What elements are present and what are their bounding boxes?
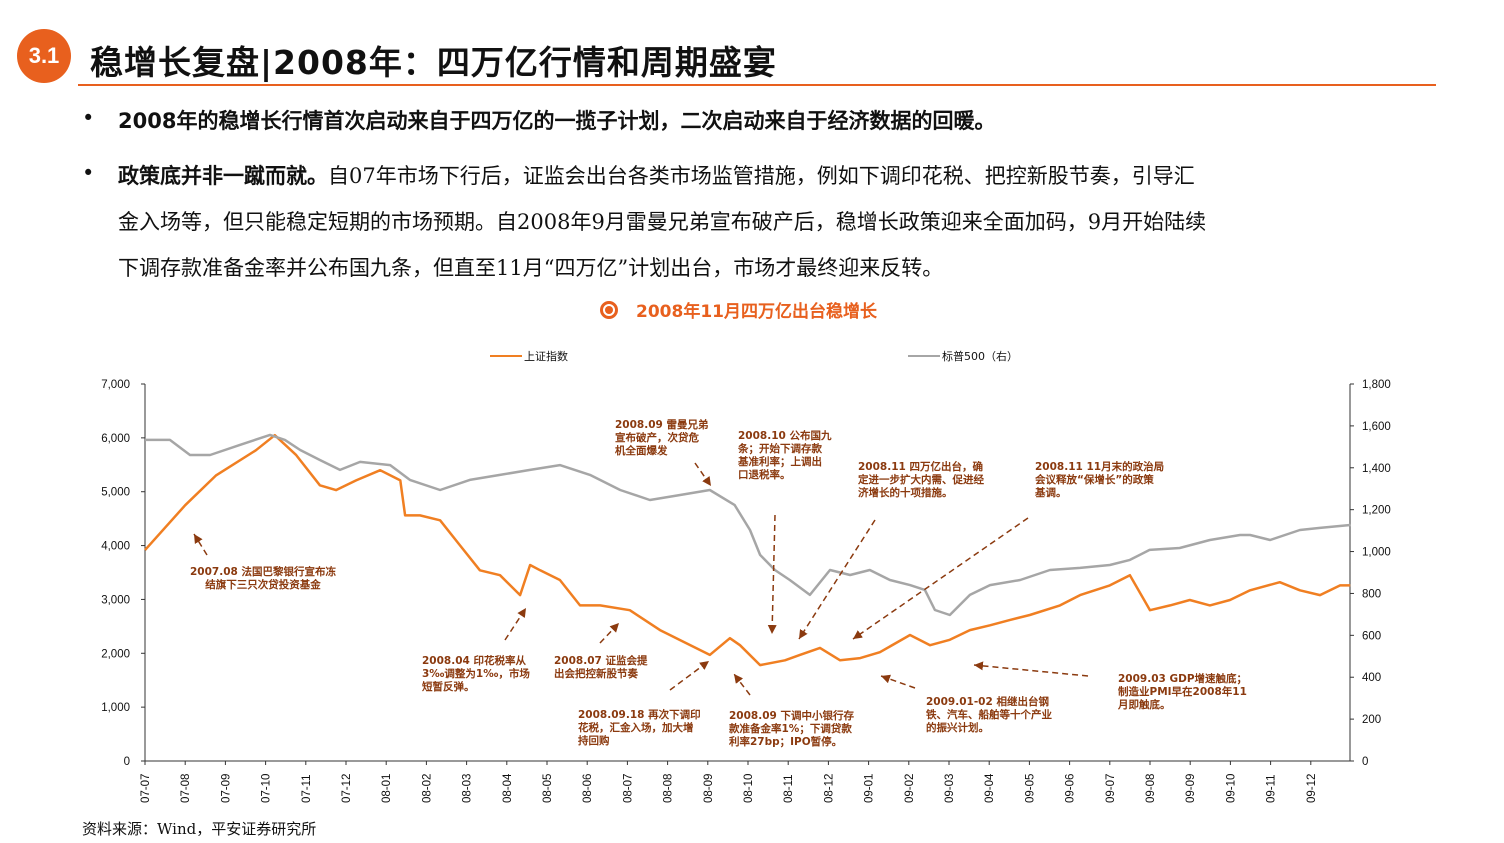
annotation-2008-10: 2008.10 公布国九 条；开始下调存款 基准利率；上调出 口退税率。 — [738, 430, 832, 481]
annotation-arrow — [767, 514, 777, 635]
x-tick-label: 09-09 — [1185, 774, 1197, 803]
figure-title-text: 2008年11月四万亿出台稳增长 — [636, 302, 877, 322]
page-title: 稳增长复盘|2008年：四万亿行情和周期盛宴 — [90, 43, 777, 82]
annotation-2008-09-rates: 2008.09 下调中小银行存 款准备金率1%；下调贷款 利率27bp；IPO暂… — [729, 710, 854, 748]
annotation-arrow — [669, 660, 710, 691]
x-tick-label: 09-11 — [1266, 774, 1278, 803]
x-tick-label: 09-10 — [1225, 774, 1237, 803]
annotation-2008-09-lehman: 2008.09 雷曼兄弟 宣布破产，次贷危 机全面爆发 — [615, 419, 709, 457]
target-icon — [600, 300, 618, 319]
x-tick-label: 08-01 — [381, 774, 393, 803]
x-tick-label: 08-08 — [663, 774, 675, 803]
x-tick-label: 08-05 — [542, 774, 554, 803]
annotation-arrow — [733, 673, 751, 696]
annotation-2008-07: 2008.07 证监会提 出会把控新股节奏 — [554, 655, 648, 680]
y-left-tick-label: 7,000 — [101, 379, 130, 391]
x-tick-label: 07-07 — [140, 774, 152, 803]
y-right-tick-label: 400 — [1362, 672, 1381, 684]
x-tick-label: 09-02 — [904, 774, 916, 803]
bullet-text-2: 政策底并非一蹴而就。自07年市场下行后，证监会出台各类市场监管措施，例如下调印花… — [118, 153, 1195, 199]
legend-label: 标普500（右） — [942, 350, 1018, 363]
y-left-tick-label: 1,000 — [101, 702, 130, 714]
bullet-text-1: 2008年的稳增长行情首次启动来自于四万亿的一揽子计划，二次启动来自于经济数据的… — [118, 109, 996, 133]
y-right-tick-label: 1,200 — [1362, 505, 1391, 517]
x-tick-label: 08-02 — [421, 774, 433, 803]
x-tick-label: 08-06 — [582, 774, 594, 803]
x-tick-label: 07-12 — [341, 774, 353, 803]
x-tick-label: 09-01 — [864, 774, 876, 803]
bullet-line: 金入场等，但只能稳定短期的市场预期。自2008年9月雷曼兄弟宣布破产后，稳增长政… — [118, 210, 1207, 234]
bullet-lead: 政策底并非一蹴而就。 — [118, 164, 328, 188]
y-right-tick-label: 1,800 — [1362, 379, 1391, 391]
legend-label: 上证指数 — [524, 350, 568, 363]
bullet-line: 下调存款准备金率并公布国九条，但直至11月“四万亿”计划出台，市场才最终迎来反转… — [118, 256, 944, 280]
x-tick-label: 07-09 — [220, 774, 232, 803]
bullet-line: 自07年市场下行后，证监会出台各类市场监管措施，例如下调印花税、把控新股节奏，引… — [328, 164, 1195, 188]
annotation-2008-04: 2008.04 印花税率从 3‰调整为1‰，市场 短暂反弹。 — [422, 655, 530, 693]
y-right-tick-label: 800 — [1362, 588, 1381, 600]
bullet-marker: • — [82, 106, 95, 130]
y-left-tick-label: 0 — [124, 756, 130, 768]
x-tick-label: 09-06 — [1065, 774, 1077, 803]
y-left-tick-label: 6,000 — [101, 433, 130, 445]
title-divider — [78, 84, 1436, 86]
annotation-2008-09-18: 2008.09.18 再次下调印 花税，汇金入场，加大增 持回购 — [578, 709, 701, 747]
x-tick-label: 08-04 — [502, 773, 514, 803]
x-tick-label: 09-07 — [1105, 774, 1117, 803]
annotation-2008-11-stimulus: 2008.11 四万亿出台，确 定进一步扩大内需、促进经 济增长的十项措施。 — [858, 461, 984, 499]
annotation-arrow — [599, 622, 620, 644]
series-line-sp500 — [145, 433, 1351, 617]
x-tick-label: 09-04 — [984, 773, 996, 803]
y-left-tick-label: 3,000 — [101, 594, 130, 606]
annotation-2008-11-politburo: 2008.11 11月末的政治局 会议释放“保增长”的政策 基调。 — [1035, 461, 1165, 499]
x-tick-label: 08-07 — [622, 774, 634, 803]
x-tick-label: 09-05 — [1024, 774, 1036, 803]
y-right-tick-label: 600 — [1362, 630, 1381, 642]
annotation-2009-01: 2009.01-02 相继出台钢 铁、汽车、船舶等十个产业 的振兴计划。 — [926, 696, 1052, 734]
y-left-tick-label: 2,000 — [101, 648, 130, 660]
x-tick-label: 08-12 — [823, 774, 835, 803]
x-tick-label: 09-03 — [944, 774, 956, 803]
section-badge: 3.1 — [17, 29, 71, 83]
y-right-tick-label: 0 — [1362, 756, 1368, 768]
bullet-marker: • — [82, 161, 95, 185]
annotation-arrow — [852, 517, 1029, 640]
x-tick-label: 08-11 — [783, 774, 795, 803]
x-tick-label: 07-11 — [301, 774, 313, 803]
x-tick-label: 07-08 — [180, 774, 192, 803]
series-line-sse — [144, 433, 1351, 667]
source-note: 资料来源：Wind，平安证券研究所 — [82, 820, 317, 838]
x-tick-label: 08-10 — [743, 774, 755, 803]
annotation-2009-03: 2009.03 GDP增速触底； 制造业PMI早在2008年11 月即触底。 — [1118, 673, 1248, 711]
annotation-2007-08: 2007.08 法国巴黎银行宣布冻 结旗下三只次贷投资基金 — [190, 566, 336, 591]
y-right-tick-label: 1,600 — [1362, 421, 1391, 433]
x-tick-label: 08-03 — [462, 774, 474, 803]
legend-item-sse: 上证指数 — [490, 348, 568, 364]
annotation-arrow — [880, 674, 916, 689]
x-tick-label: 09-08 — [1145, 774, 1157, 803]
annotation-arrow — [798, 519, 876, 640]
legend-item-sp500: 标普500（右） — [908, 348, 1018, 364]
y-right-tick-label: 200 — [1362, 714, 1381, 726]
annotation-arrow — [193, 533, 208, 556]
y-right-tick-label: 1,400 — [1362, 463, 1391, 475]
x-tick-label: 08-09 — [703, 774, 715, 803]
annotation-arrow — [973, 661, 1089, 677]
y-left-tick-label: 4,000 — [101, 541, 130, 553]
annotation-arrow — [694, 462, 712, 487]
x-tick-label: 09-12 — [1306, 774, 1318, 803]
x-tick-label: 07-10 — [261, 774, 273, 803]
y-left-tick-label: 5,000 — [101, 487, 130, 499]
annotation-arrow — [504, 607, 527, 641]
y-right-tick-label: 1,000 — [1362, 547, 1391, 559]
figure-title: 2008年11月四万亿出台稳增长 — [600, 297, 877, 322]
